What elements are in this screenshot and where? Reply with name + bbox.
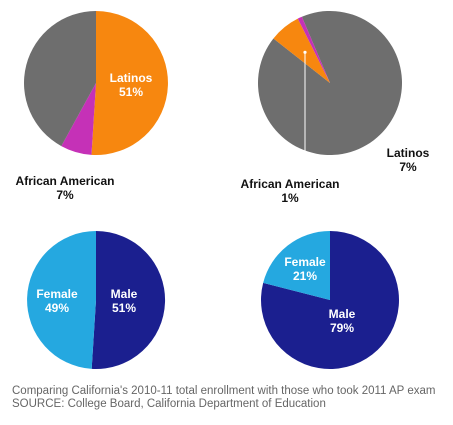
- pie-1-slice-other: [24, 11, 96, 147]
- caption-source: SOURCE: College Board, California Depart…: [12, 398, 326, 410]
- pie-3-slice-female: [27, 231, 97, 369]
- pie-3-slice-male: [91, 230, 166, 369]
- pie-2-pct-african-american: 1%: [281, 191, 299, 205]
- pie-2-slice-other: [258, 10, 403, 155]
- pie-4-label-male: Male: [329, 307, 356, 321]
- pie-3-label-male: Male: [111, 287, 138, 301]
- pie-4-slice-female: [263, 231, 330, 300]
- caption-comparison: Comparing California's 2010-11 total enr…: [12, 385, 436, 397]
- pie-4-pct-male: 79%: [330, 321, 354, 335]
- pie-1-label-african-american: African American: [16, 174, 115, 188]
- pie-2-slice-african-american: [297, 16, 330, 83]
- pie-2-slice-latinos: [273, 18, 330, 83]
- pie-2-label-latinos: Latinos: [387, 146, 430, 160]
- pie-4-slice-male: [261, 231, 400, 369]
- pie-2-pct-latinos: 7%: [399, 160, 417, 174]
- pie-1-slice-latinos: [91, 11, 168, 155]
- pie-3-pct-female: 49%: [45, 301, 69, 315]
- pie-3-pct-male: 51%: [112, 301, 136, 315]
- pie-4-pct-female: 21%: [293, 269, 317, 283]
- pie-2-leader-dot: [303, 50, 307, 54]
- pie-1-pct-african-american: 7%: [56, 188, 74, 202]
- pie-1-pct-latinos: 51%: [119, 85, 143, 99]
- pie-3-label-female: Female: [36, 287, 78, 301]
- pie-2-label-african-american: African American: [241, 177, 340, 191]
- pie-1-label-latinos: Latinos: [110, 71, 153, 85]
- pie-4-label-female: Female: [284, 255, 326, 269]
- pie-1-slice-african-american: [61, 83, 96, 155]
